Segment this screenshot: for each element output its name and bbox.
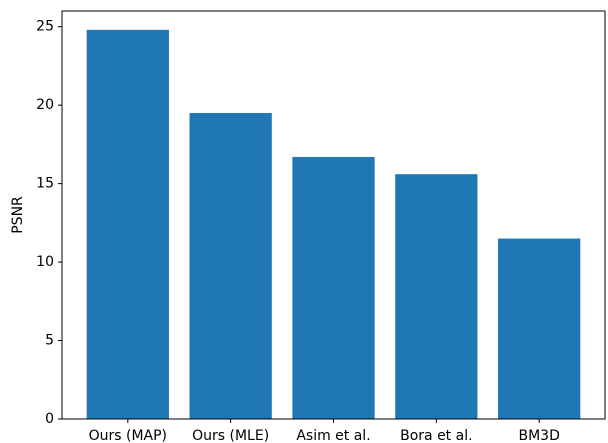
bar (189, 113, 272, 419)
y-tick-label: 10 (36, 254, 54, 270)
bar (498, 238, 581, 419)
bar (292, 156, 375, 419)
x-tick-label: BM3D (518, 428, 559, 443)
x-tick-label: Asim et al. (296, 428, 370, 443)
bar (86, 29, 169, 419)
bar (395, 174, 478, 419)
x-tick-label: Bora et al. (400, 428, 472, 443)
y-tick-label: 20 (36, 97, 54, 113)
y-tick-label: 25 (36, 19, 54, 35)
plot-frame (61, 10, 606, 420)
x-tick-label: Ours (MLE) (192, 428, 269, 443)
y-tick-label: 0 (45, 411, 54, 427)
y-tick-label: 15 (36, 176, 54, 192)
y-tick-label: 5 (45, 333, 54, 349)
x-tick-label: Ours (MAP) (89, 428, 167, 443)
y-axis-label: PSNR (10, 196, 26, 234)
